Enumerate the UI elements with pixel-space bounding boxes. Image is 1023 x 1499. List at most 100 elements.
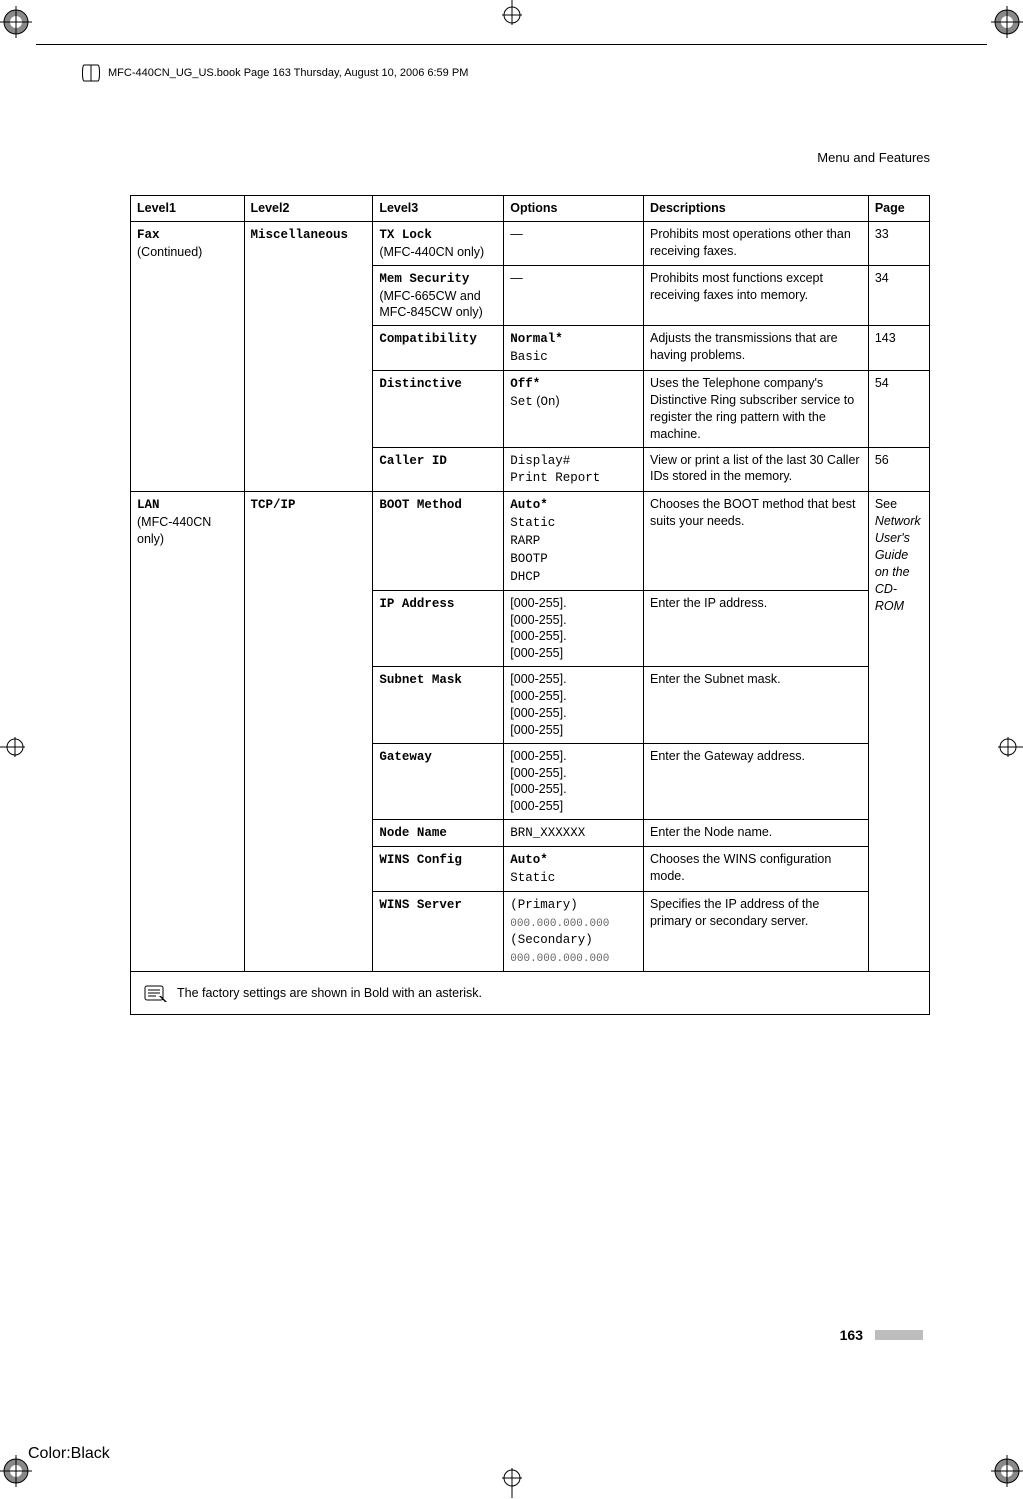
cell-options: [000-255]. [000-255]. [000-255]. [000-25… [504,743,644,820]
cell-desc: Prohibits most operations other than rec… [643,221,868,265]
opt-normal: Normal* [510,332,563,346]
opt-primary-ip: 000.000.000.000 [510,918,609,930]
range: [000-255]. [510,749,566,763]
caller-id: Caller ID [379,454,447,468]
opt-static: Static [510,516,555,530]
cell-desc: Enter the Node name. [643,820,868,847]
boot-method: BOOT Method [379,498,462,512]
opt-dhcp: DHCP [510,570,540,584]
cell-level3: WINS Server [373,891,504,971]
col-options: Options [504,196,644,222]
cell-options: BRN_XXXXXX [504,820,644,847]
footnote-cell: The factory settings are shown in Bold w… [131,972,930,1015]
page-root: MFC-440CN_UG_US.book Page 163 Thursday, … [0,0,1023,1493]
gateway: Gateway [379,750,432,764]
range: [000-255]. [510,629,566,643]
cell-desc: Specifies the IP address of the primary … [643,891,868,971]
cell-level3: Subnet Mask [373,667,504,744]
col-descriptions: Descriptions [643,196,868,222]
cell-level3: TX Lock (MFC-440CN only) [373,221,504,265]
cell-desc: Enter the Gateway address. [643,743,868,820]
table-row: Fax (Continued) Miscellaneous TX Lock (M… [131,221,930,265]
cell-desc: Adjusts the transmissions that are havin… [643,326,868,371]
range: [000-255] [510,723,563,737]
cell-level3: Distinctive [373,371,504,448]
col-level3: Level3 [373,196,504,222]
cell-level3: WINS Config [373,847,504,892]
cell-page: See Network User's Guide on the CD-ROM [868,492,929,972]
register-mark-icon [991,6,1023,38]
compatibility: Compatibility [379,332,477,346]
cell-options: Display# Print Report [504,447,644,492]
range: [000-255]. [510,689,566,703]
mem-security-sub: (MFC-665CW and MFC-845CW only) [379,289,483,320]
footnote-text: The factory settings are shown in Bold w… [177,985,482,1002]
col-level2: Level2 [244,196,373,222]
mem-security: Mem Security [379,272,469,286]
col-page: Page [868,196,929,222]
cell-level3: Mem Security (MFC-665CW and MFC-845CW on… [373,265,504,326]
cell-options: (Primary) 000.000.000.000 (Secondary) 00… [504,891,644,971]
opt-off: Off* [510,377,540,391]
color-label: Color:Black [28,1445,110,1463]
range: [000-255]. [510,672,566,686]
opt-primary: (Primary) [510,898,578,912]
cell-desc: Prohibits most functions except receivin… [643,265,868,326]
opt-print-report: Print Report [510,471,600,485]
cell-level3: Caller ID [373,447,504,492]
page-see: See [875,497,897,511]
cell-level3: Gateway [373,743,504,820]
note-icon [143,982,169,1004]
range: [000-255]. [510,766,566,780]
cell-desc: Uses the Telephone company's Distinctive… [643,371,868,448]
content-area: Menu and Features Level1 Level2 Level3 O… [130,150,930,1015]
lan-sub: (MFC-440CN only) [137,515,211,546]
crop-mark-icon [496,1467,528,1499]
subnet-mask: Subnet Mask [379,673,462,687]
table-row: LAN (MFC-440CN only) TCP/IP BOOT Method … [131,492,930,590]
register-mark-icon [991,1455,1023,1487]
cell-level2: Miscellaneous [244,221,373,491]
range: [000-255]. [510,706,566,720]
opt-on: On [540,395,555,409]
cell-options: — [504,265,644,326]
crop-mark-icon [997,731,1023,763]
register-mark-icon [0,6,32,38]
tcpip-label: TCP/IP [251,498,296,512]
cell-page: 54 [868,371,929,448]
tx-lock: TX Lock [379,228,432,242]
opt-rarp: RARP [510,534,540,548]
col-level1: Level1 [131,196,245,222]
range: [000-255]. [510,596,566,610]
cell-desc: Enter the Subnet mask. [643,667,868,744]
node-name: Node Name [379,826,447,840]
range: [000-255] [510,799,563,813]
cell-level3: BOOT Method [373,492,504,590]
range: [000-255] [510,646,563,660]
cell-page: 143 [868,326,929,371]
opt-auto2: Auto* [510,853,548,867]
table-footnote-row: The factory settings are shown in Bold w… [131,972,930,1015]
book-icon [80,62,102,84]
document-header-text: MFC-440CN_UG_US.book Page 163 Thursday, … [108,67,468,79]
distinctive: Distinctive [379,377,462,391]
cell-level1: Fax (Continued) [131,221,245,491]
cell-page: 34 [868,265,929,326]
cell-level2: TCP/IP [244,492,373,972]
opt-static2: Static [510,871,555,885]
cell-desc: Enter the IP address. [643,590,868,667]
cell-desc: Chooses the WINS configuration mode. [643,847,868,892]
wins-server: WINS Server [379,898,462,912]
page-guide: Network User's Guide [875,514,921,562]
crop-mark-icon [0,731,26,763]
fax-continued: (Continued) [137,245,202,259]
menu-table: Level1 Level2 Level3 Options Description… [130,195,930,1015]
cell-page: 56 [868,447,929,492]
page-cdrom: on the CD-ROM [875,565,910,613]
wins-config: WINS Config [379,853,462,867]
cell-options: Auto* Static [504,847,644,892]
cell-level1: LAN (MFC-440CN only) [131,492,245,972]
fax-label: Fax [137,228,160,242]
ip-address: IP Address [379,597,454,611]
cell-options: [000-255]. [000-255]. [000-255]. [000-25… [504,590,644,667]
